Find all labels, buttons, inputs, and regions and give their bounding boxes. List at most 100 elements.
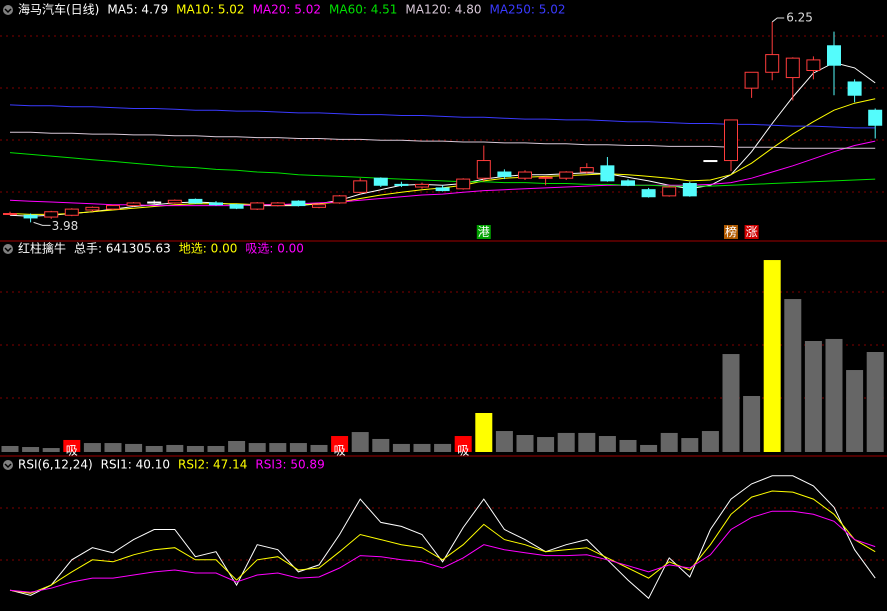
volume-bar [578,432,596,452]
bar-label: 吸 [66,444,78,458]
candle-body [476,160,491,179]
volume-bar [289,443,307,452]
candle-body [497,171,512,177]
candle-body [188,198,203,204]
header-label: 吸选: 0.00 [245,242,304,256]
volume-bar [331,436,349,452]
candle-body [435,187,450,192]
volume-bar [537,437,555,452]
low-label: 3.98 [52,219,79,233]
header-label: 地选: 0.00 [179,242,238,256]
volume-bar [186,445,204,452]
candle-body [23,214,38,219]
candle-body [353,180,368,193]
high-pointer [771,17,785,23]
bar-label: 吸 [334,444,346,458]
candle-body [229,204,244,209]
header-label: 海马汽车(日线) [18,2,99,17]
rsi-line [9,490,876,594]
volume-bar [42,448,60,452]
candle-body [147,201,162,204]
header-label: RSI2: 47.14 [178,458,247,472]
volume-bar [701,431,719,452]
signal-label: 涨 [746,224,758,239]
volume-bar [846,370,864,452]
volume-bar [228,441,246,452]
header-icon-arrow [4,463,12,469]
volume-bar [145,445,163,452]
header-label: RSI1: 40.10 [101,458,170,472]
volume-bar [434,443,452,452]
candle-body [64,208,79,216]
volume-bar [681,438,699,452]
candle-body [456,178,471,190]
rsi-line [9,510,876,593]
volume-bar [825,338,843,452]
header-label: MA20: 5.02 [253,3,321,17]
marks: 6.25 3.98 港 榜涨吸 吸 吸 [1,10,884,600]
volume-bar [722,354,740,452]
header-label: RSI(6,12,24) [18,458,93,472]
volume-bar [351,432,369,452]
candle-body [291,200,306,207]
candle-body [332,195,347,204]
candle-body [600,165,615,182]
header-icon [3,244,13,254]
volume-bar [619,439,637,452]
candle-body [538,176,553,179]
volume-bar [1,445,19,452]
header-icon-arrow [4,247,12,253]
volume-bar [269,443,287,452]
signal-label: 港 [478,225,490,239]
volume-bar [804,341,822,452]
volume-bar [784,299,802,452]
header-label: 总手: 641305.63 [74,242,171,256]
volume-bar [207,445,225,452]
volume-bar [763,260,781,452]
volume-bar [660,432,678,452]
candle-body [744,71,759,89]
volume-bar [413,443,431,452]
candle-body [703,160,718,163]
headers: 海马汽车(日线) MA5: 4.79 MA10: 5.02 MA20: 5.02 MA6… [3,2,566,472]
candle-body [621,180,635,186]
candle-body [415,183,429,188]
signal-badge [724,225,738,239]
candle-body [209,202,223,206]
volume-bar [166,444,184,452]
volume-bar [104,443,122,452]
header-icon-arrow [4,8,12,14]
candle-body [44,211,59,218]
candle-body [847,81,862,96]
candle-body [373,177,388,186]
header-label: MA60: 4.51 [329,3,397,17]
header-label: MA250: 5.02 [489,3,565,17]
candle-body [394,183,409,186]
candle-body [682,183,697,197]
volume-bar [248,443,266,452]
candle-body [827,45,841,66]
candle-body [785,57,800,79]
candle-body [270,202,285,207]
candle-body [765,54,780,73]
volume-bar [125,443,143,452]
candle-body [641,189,656,198]
volume-bar [516,434,534,452]
candle-body [559,171,574,179]
candle-body [250,202,265,210]
signal-label: 榜 [725,224,737,239]
ma-line [9,152,876,187]
volume-bar [640,444,658,452]
candle-body [167,199,182,204]
volume-bar [598,436,616,452]
volume-bar [454,436,472,452]
volume-bar [310,444,328,452]
signal-badge [476,225,491,239]
header-icon [3,460,13,470]
volume-bar [475,412,493,452]
candle-body [868,109,883,126]
header-label: MA120: 4.80 [405,3,481,17]
